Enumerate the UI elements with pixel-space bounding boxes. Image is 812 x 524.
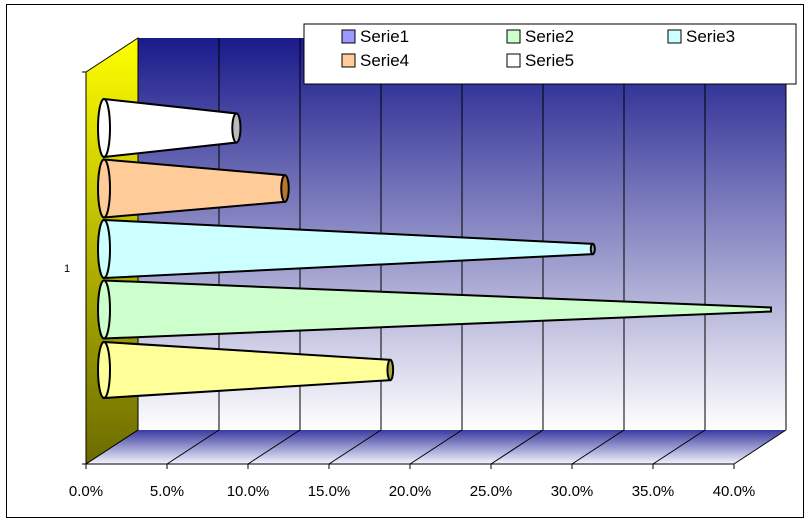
floor-gridline — [247, 429, 301, 465]
x-tick-label: 0.0% — [69, 483, 103, 500]
legend-swatch-serie4 — [341, 53, 356, 68]
category-label: 1 — [64, 263, 70, 275]
cone-base — [97, 158, 111, 219]
cone-serie1 — [97, 340, 395, 400]
floor-gridline — [328, 429, 382, 465]
legend-swatch-serie2 — [506, 29, 521, 44]
x-tick-label: 40.0% — [713, 483, 756, 500]
cone-serie5 — [97, 97, 242, 159]
cone-cap — [589, 242, 596, 256]
x-tick-label: 15.0% — [308, 483, 351, 500]
cone-base — [97, 219, 111, 279]
floor-gridline — [733, 429, 787, 465]
floor-gridline — [85, 429, 139, 465]
cone-base — [97, 341, 111, 399]
floor-gridline — [409, 429, 463, 465]
legend-label-serie1: Serie1 — [360, 27, 409, 46]
legend: Serie1 Serie2 Serie3 Serie4 Serie5 — [303, 23, 797, 85]
cone-serie4 — [97, 158, 290, 219]
floor-gridline — [166, 429, 220, 465]
cone-base — [97, 279, 111, 340]
x-tick-label: 20.0% — [389, 483, 432, 500]
cone-cap — [280, 174, 290, 203]
cone-cap — [231, 112, 242, 144]
x-tick-label: 35.0% — [632, 483, 675, 500]
floor-gridline — [571, 429, 625, 465]
legend-box — [303, 23, 797, 85]
cone-base — [97, 98, 111, 158]
legend-label-serie4: Serie4 — [360, 51, 409, 70]
floor-gridline — [490, 429, 544, 465]
cone-serie3 — [97, 218, 596, 280]
legend-swatch-serie5 — [506, 53, 521, 68]
x-tick-label: 25.0% — [470, 483, 513, 500]
x-tick-label: 30.0% — [551, 483, 594, 500]
x-tick-labels: 0.0% 5.0% 10.0% 15.0% 20.0% 25.0% 30.0% 35.0% 40… — [69, 464, 755, 500]
legend-label-serie2: Serie2 — [525, 27, 574, 46]
x-tick-label: 5.0% — [150, 483, 184, 500]
cone-cap — [386, 358, 395, 382]
x-tick-label: 10.0% — [227, 483, 270, 500]
legend-label-serie5: Serie5 — [525, 51, 574, 70]
cone-serie2 — [97, 279, 772, 340]
legend-swatch-serie1 — [341, 29, 356, 44]
cones — [97, 97, 772, 400]
floor-gridline — [652, 429, 706, 465]
legend-swatch-serie3 — [667, 29, 682, 44]
legend-label-serie3: Serie3 — [686, 27, 735, 46]
